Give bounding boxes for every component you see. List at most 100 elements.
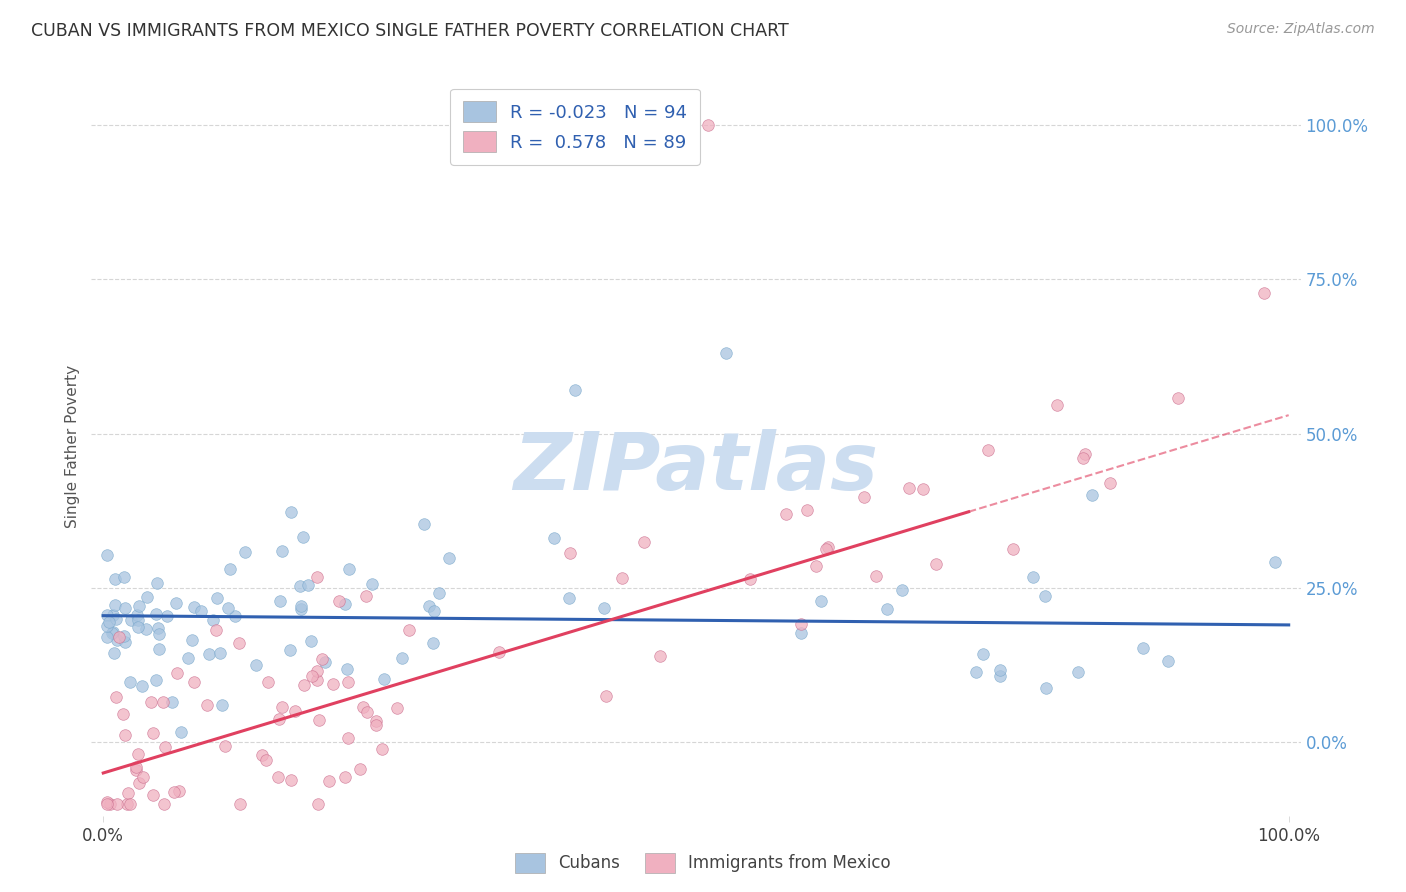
Point [790, 625, 813, 640]
Point [714, 346, 737, 360]
Point [117, 786, 139, 800]
Point [96, 618, 118, 632]
Point [897, 481, 920, 495]
Point [972, 647, 994, 661]
Point [297, 577, 319, 591]
Point [250, 747, 273, 762]
Point [103, 624, 125, 639]
Point [245, 657, 267, 672]
Point [98, 797, 121, 811]
Point [356, 706, 378, 720]
Point [228, 636, 250, 650]
Point [235, 545, 257, 559]
Point [299, 634, 322, 648]
Point [125, 760, 148, 774]
Point [354, 589, 377, 603]
Point [1001, 541, 1024, 556]
Point [128, 776, 150, 790]
Point [775, 508, 797, 522]
Y-axis label: Single Father Poverty: Single Father Poverty [65, 365, 80, 527]
Point [177, 651, 200, 665]
Point [170, 725, 193, 739]
Point [305, 673, 328, 687]
Point [437, 551, 460, 566]
Point [965, 665, 987, 680]
Point [131, 679, 153, 693]
Point [292, 530, 315, 544]
Point [1132, 641, 1154, 656]
Point [1074, 448, 1097, 462]
Point [103, 647, 125, 661]
Point [488, 645, 510, 659]
Point [101, 626, 124, 640]
Point [796, 503, 818, 517]
Point [127, 620, 149, 634]
Point [564, 384, 586, 398]
Point [219, 562, 242, 576]
Point [610, 571, 633, 585]
Point [105, 611, 128, 625]
Point [308, 714, 330, 728]
Point [349, 763, 371, 777]
Point [322, 676, 344, 690]
Point [114, 728, 136, 742]
Point [1167, 392, 1189, 406]
Point [648, 649, 671, 664]
Point [422, 636, 444, 650]
Point [205, 623, 228, 637]
Point [337, 562, 360, 576]
Point [988, 663, 1011, 677]
Point [153, 740, 176, 755]
Point [1253, 286, 1275, 301]
Point [125, 763, 148, 777]
Point [132, 770, 155, 784]
Point [146, 576, 169, 591]
Text: CUBAN VS IMMIGRANTS FROM MEXICO SINGLE FATHER POVERTY CORRELATION CHART: CUBAN VS IMMIGRANTS FROM MEXICO SINGLE F… [31, 22, 789, 40]
Point [201, 613, 224, 627]
Point [136, 590, 159, 604]
Point [112, 629, 135, 643]
Point [543, 531, 565, 545]
Point [156, 609, 179, 624]
Point [169, 784, 191, 798]
Point [163, 785, 186, 799]
Point [1157, 654, 1180, 668]
Point [148, 626, 170, 640]
Point [740, 572, 762, 586]
Point [925, 558, 948, 572]
Point [166, 665, 188, 680]
Point [190, 604, 212, 618]
Point [318, 774, 340, 789]
Point [112, 570, 135, 584]
Point [806, 558, 828, 573]
Point [336, 674, 359, 689]
Point [217, 600, 239, 615]
Point [254, 753, 277, 767]
Point [120, 675, 142, 690]
Point [1035, 681, 1057, 695]
Point [267, 770, 290, 784]
Point [153, 797, 176, 811]
Point [413, 517, 436, 532]
Point [314, 655, 336, 669]
Point [146, 621, 169, 635]
Point [114, 634, 136, 648]
Point [418, 599, 440, 613]
Point [195, 698, 218, 713]
Point [398, 623, 420, 637]
Point [267, 712, 290, 726]
Point [595, 689, 617, 703]
Point [1264, 555, 1286, 569]
Point [104, 572, 127, 586]
Legend: R = -0.023   N = 94, R =  0.578   N = 89: R = -0.023 N = 94, R = 0.578 N = 89 [450, 88, 700, 164]
Point [145, 673, 167, 687]
Point [423, 604, 446, 618]
Point [810, 594, 832, 608]
Legend: Cubans, Immigrants from Mexico: Cubans, Immigrants from Mexico [508, 847, 898, 880]
Point [183, 674, 205, 689]
Point [209, 646, 232, 660]
Point [364, 718, 387, 732]
Point [865, 569, 887, 583]
Point [364, 714, 387, 728]
Point [211, 698, 233, 712]
